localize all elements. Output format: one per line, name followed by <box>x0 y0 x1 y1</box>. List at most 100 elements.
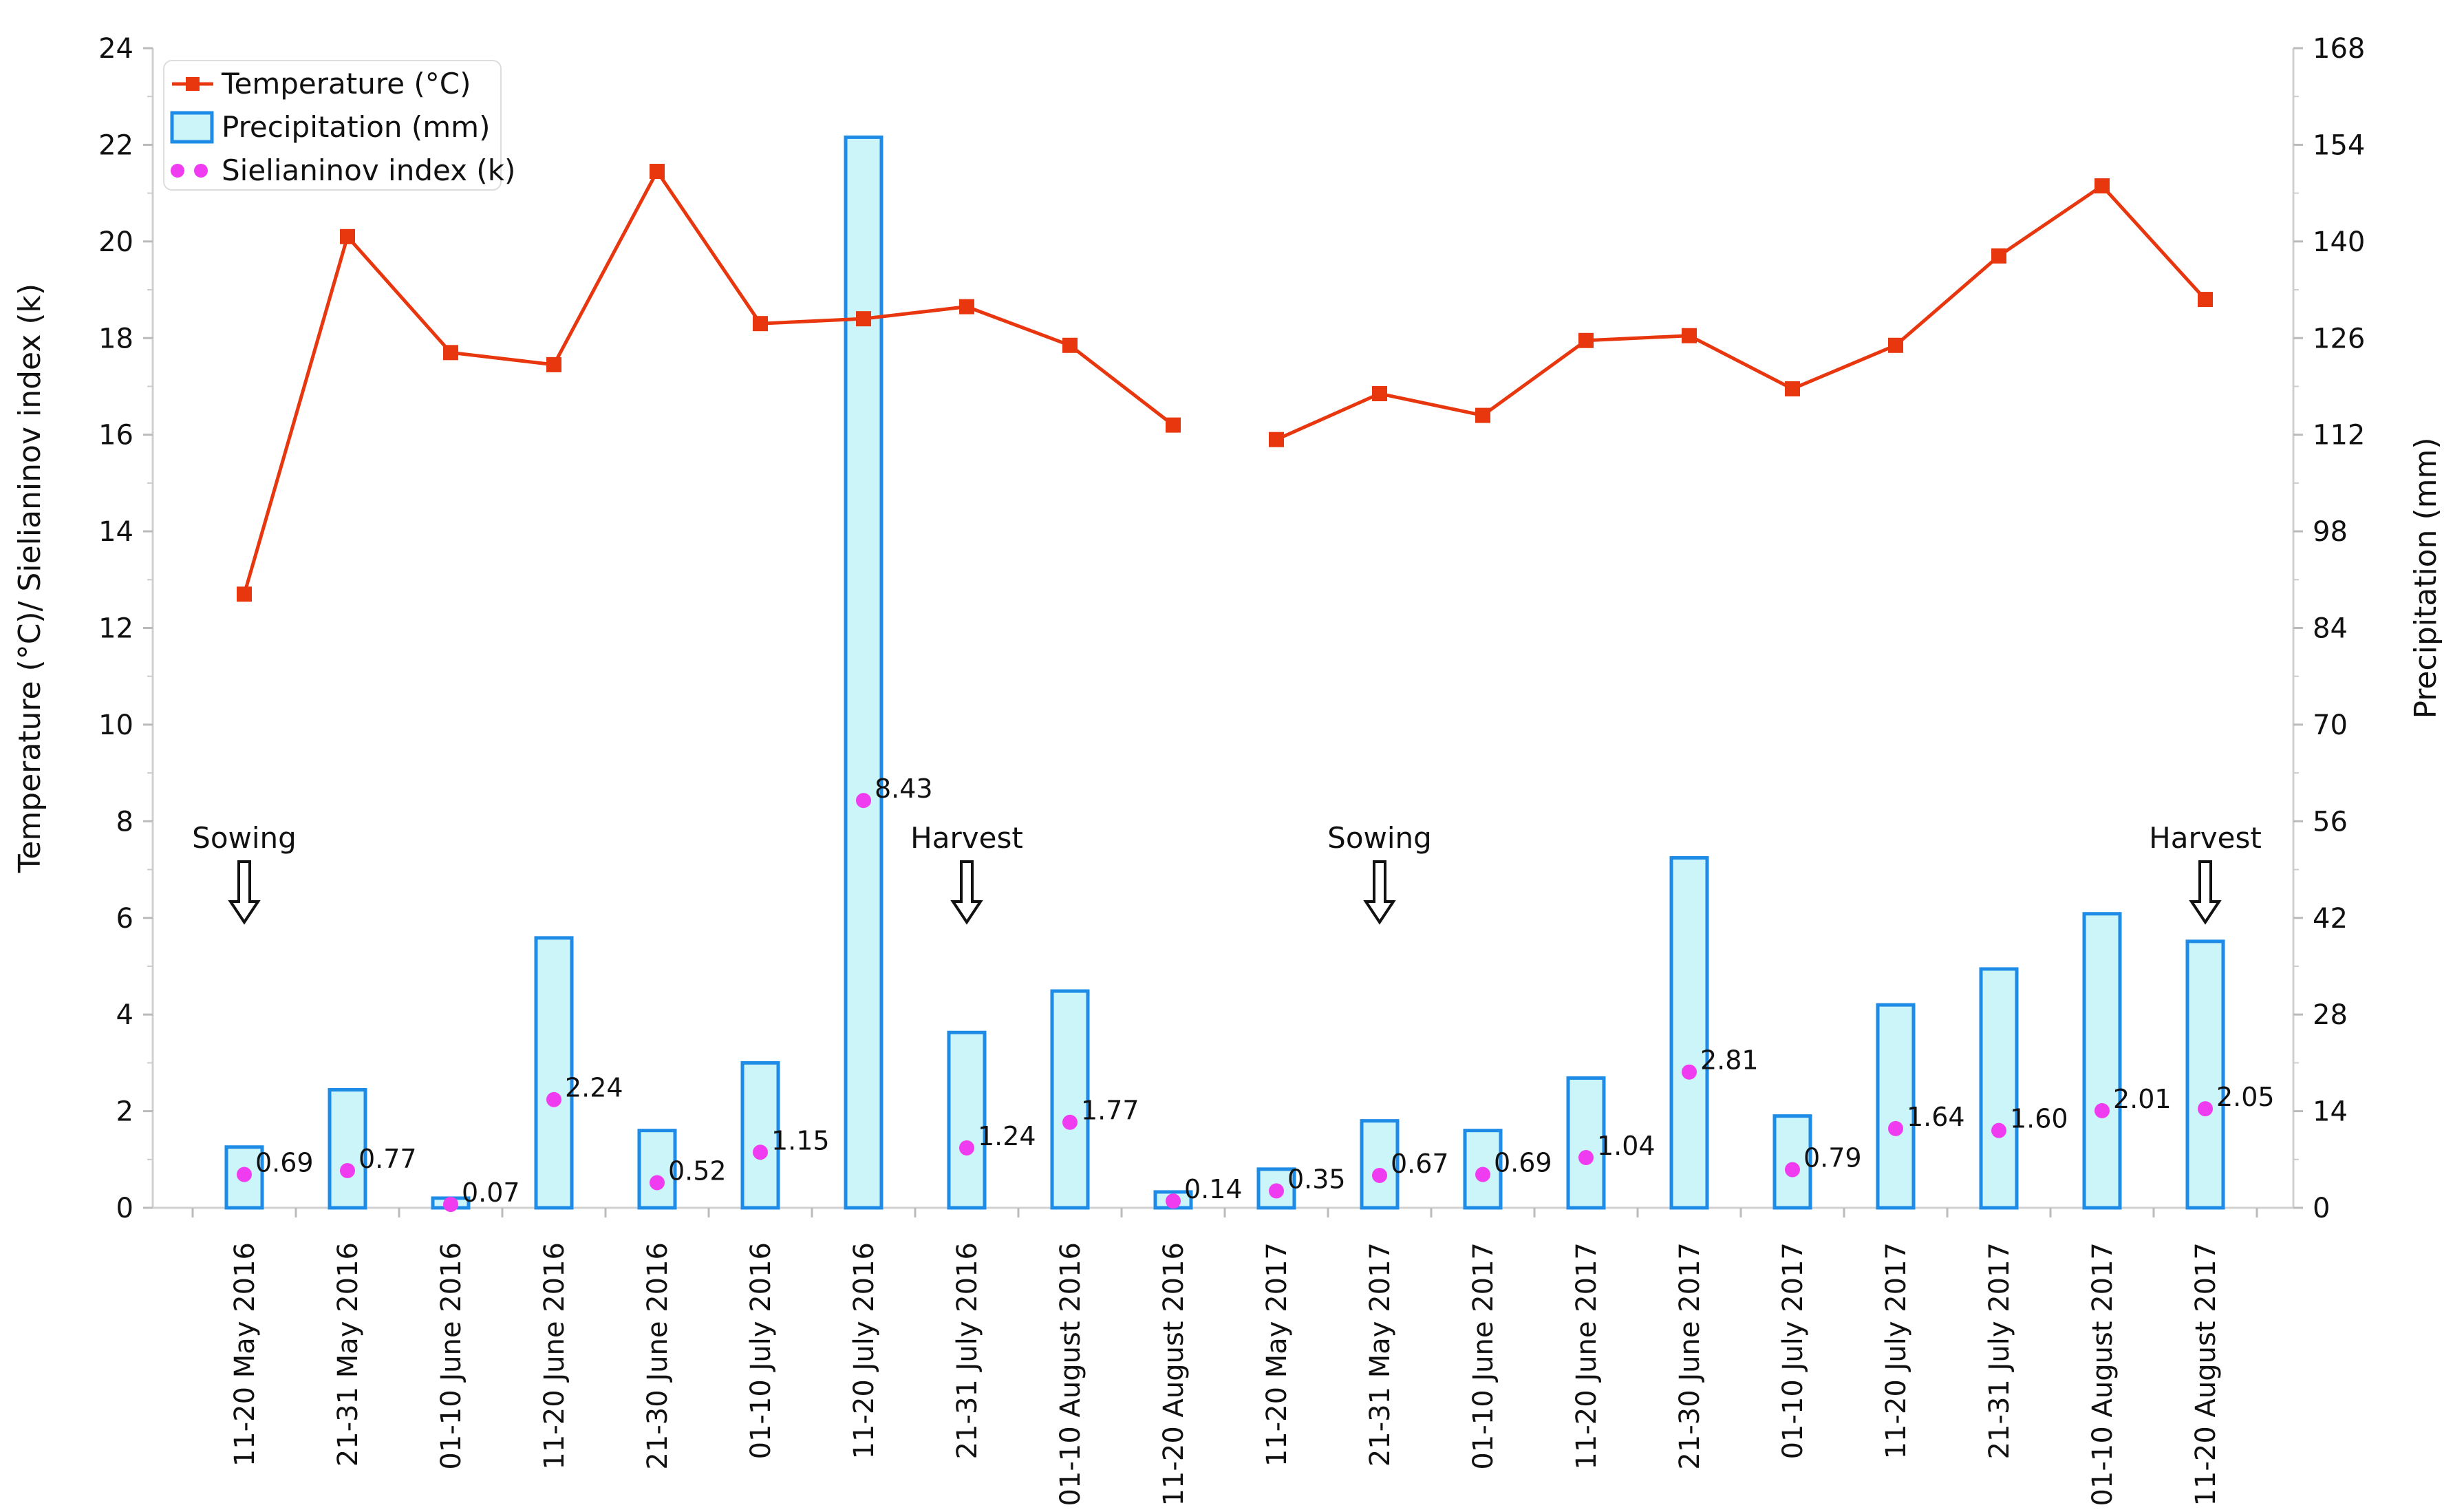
annotation-label: Harvest <box>910 821 1023 855</box>
sielianinov-data-label: 1.77 <box>1081 1096 1139 1126</box>
sielianinov-data-label: 0.35 <box>1287 1164 1346 1194</box>
precipitation-bar <box>1566 1076 1606 1210</box>
legend: Temperature (°C) Precipitation (mm) Siel… <box>163 60 515 191</box>
legend-box <box>163 60 502 191</box>
x-category-label: 21-31 July 2017 <box>1984 1242 2015 1459</box>
y-left-tick-label: 20 <box>98 226 133 258</box>
sielianinov-data-label: 2.05 <box>2216 1082 2275 1112</box>
down-arrow-icon <box>2189 860 2222 925</box>
x-category-label: 01-10 August 2016 <box>1055 1242 1086 1506</box>
precipitation-bar <box>1360 1119 1400 1210</box>
sielianinov-point <box>1166 1193 1181 1209</box>
x-category-label: 11-20 June 2016 <box>539 1242 570 1470</box>
y-right-tick-label: 140 <box>2313 226 2365 258</box>
y-right-tick-label: 126 <box>2313 323 2365 354</box>
temperature-point <box>1269 432 1284 447</box>
y-right-tick-label: 42 <box>2313 903 2348 935</box>
x-category-label: 01-10 June 2017 <box>1468 1242 1499 1470</box>
sielianinov-data-label: 1.24 <box>978 1121 1036 1151</box>
sielianinov-point <box>1372 1167 1387 1183</box>
temperature-point <box>237 586 252 602</box>
precipitation-bar <box>740 1061 780 1210</box>
sielianinov-data-label: 0.67 <box>1391 1149 1449 1179</box>
sielianinov-point <box>2095 1103 2110 1118</box>
y-right-tick-label: 154 <box>2313 129 2365 161</box>
annotation-label: Sowing <box>1327 821 1432 855</box>
y-left-tick-label: 8 <box>116 806 133 838</box>
x-category-label: 01-10 July 2016 <box>745 1242 777 1459</box>
precipitation-bar <box>2082 912 2122 1210</box>
temperature-point <box>856 311 871 327</box>
x-category-label: 21-31 July 2016 <box>952 1242 983 1459</box>
annotation-label: Harvest <box>2149 821 2262 855</box>
sielianinov-point <box>753 1144 768 1160</box>
precipitation-bar <box>637 1129 677 1210</box>
x-category-label: 01-10 July 2017 <box>1777 1242 1809 1459</box>
sielianinov-data-label: 2.24 <box>565 1073 623 1103</box>
sielianinov-point <box>1269 1183 1284 1199</box>
x-category-label: 21-31 May 2016 <box>332 1242 364 1467</box>
legend-precipitation-swatch <box>170 111 214 144</box>
sielianinov-point <box>1682 1064 1697 1080</box>
y-left-tick-label: 0 <box>116 1193 133 1224</box>
temperature-line-segment <box>1275 184 2207 441</box>
sielianinov-data-label: 1.64 <box>1907 1102 1965 1132</box>
y-right-tick-label: 14 <box>2313 1096 2348 1128</box>
sielianinov-point <box>1991 1122 2006 1138</box>
sielianinov-point <box>1578 1149 1594 1165</box>
sielianinov-data-label: 8.43 <box>875 774 933 804</box>
precipitation-bar <box>1669 855 1709 1210</box>
x-category-label: 21-30 June 2016 <box>642 1242 674 1470</box>
y-right-tick-label: 84 <box>2313 613 2348 645</box>
temperature-point <box>1475 407 1490 423</box>
y-right-tick-label: 112 <box>2313 420 2365 451</box>
precipitation-bar <box>1876 1003 1916 1210</box>
y-left-tick-label: 22 <box>98 129 133 161</box>
y-left-tick-label: 6 <box>116 903 133 935</box>
temperature-point <box>650 164 665 180</box>
sielianinov-point <box>1062 1114 1078 1130</box>
y-right-tick-label: 28 <box>2313 999 2348 1031</box>
sielianinov-point <box>1475 1167 1490 1182</box>
sielianinov-data-label: 1.60 <box>2010 1104 2068 1134</box>
temperature-point <box>2198 292 2213 308</box>
sielianinov-data-label: 0.14 <box>1184 1174 1243 1204</box>
temperature-point <box>753 316 768 332</box>
precipitation-bars <box>224 135 2225 1210</box>
x-category-label: 11-20 May 2016 <box>229 1242 261 1467</box>
y-left-tick-label: 14 <box>98 516 133 548</box>
down-arrow-icon <box>228 860 261 925</box>
y-left-tick-label: 18 <box>98 323 133 354</box>
precipitation-bar <box>947 1030 987 1210</box>
temperature-point <box>1578 332 1594 348</box>
y-left-tick-label: 16 <box>98 420 133 451</box>
y-left-tick-label: 4 <box>116 999 133 1031</box>
sielianinov-data-label: 0.07 <box>462 1178 520 1208</box>
precipitation-bar <box>1772 1114 1812 1210</box>
y-left-axis-title: Temperature (°C)/ Sielianinov index (k) <box>12 284 47 873</box>
temperature-point <box>1062 337 1078 353</box>
legend-sielianinov-dot-2 <box>194 164 208 178</box>
sielianinov-data-label: 0.69 <box>255 1148 314 1178</box>
y-right-tick-label: 98 <box>2313 516 2348 548</box>
sielianinov-point <box>443 1197 458 1213</box>
sielianinov-data-label: 0.52 <box>668 1156 727 1186</box>
y-left-tick-label: 10 <box>98 710 133 741</box>
x-category-label: 11-20 June 2017 <box>1571 1242 1603 1470</box>
sielianinov-data-label: 0.69 <box>1494 1148 1552 1178</box>
temperature-point <box>2095 178 2110 194</box>
y-right-tick-label: 56 <box>2313 806 2348 838</box>
sielianinov-point <box>1888 1120 1903 1136</box>
y-right-tick-label: 168 <box>2313 33 2365 65</box>
x-category-label: 21-30 June 2017 <box>1674 1242 1706 1470</box>
temperature-point <box>1991 248 2006 264</box>
sielianinov-point <box>2198 1101 2213 1117</box>
legend-temperature-marker <box>186 77 200 91</box>
precipitation-bar <box>1979 967 2019 1210</box>
x-category-label: 21-31 May 2017 <box>1364 1242 1396 1467</box>
x-category-label: 11-20 July 2017 <box>1881 1242 1912 1459</box>
temperature-point <box>1166 417 1181 433</box>
legend-temperature-label: Temperature (°C) <box>221 67 471 100</box>
sielianinov-points: 0.69 0.77 0.07 2.24 0.52 1.15 8.43 1.24 1.77 0.14… <box>237 774 2275 1213</box>
